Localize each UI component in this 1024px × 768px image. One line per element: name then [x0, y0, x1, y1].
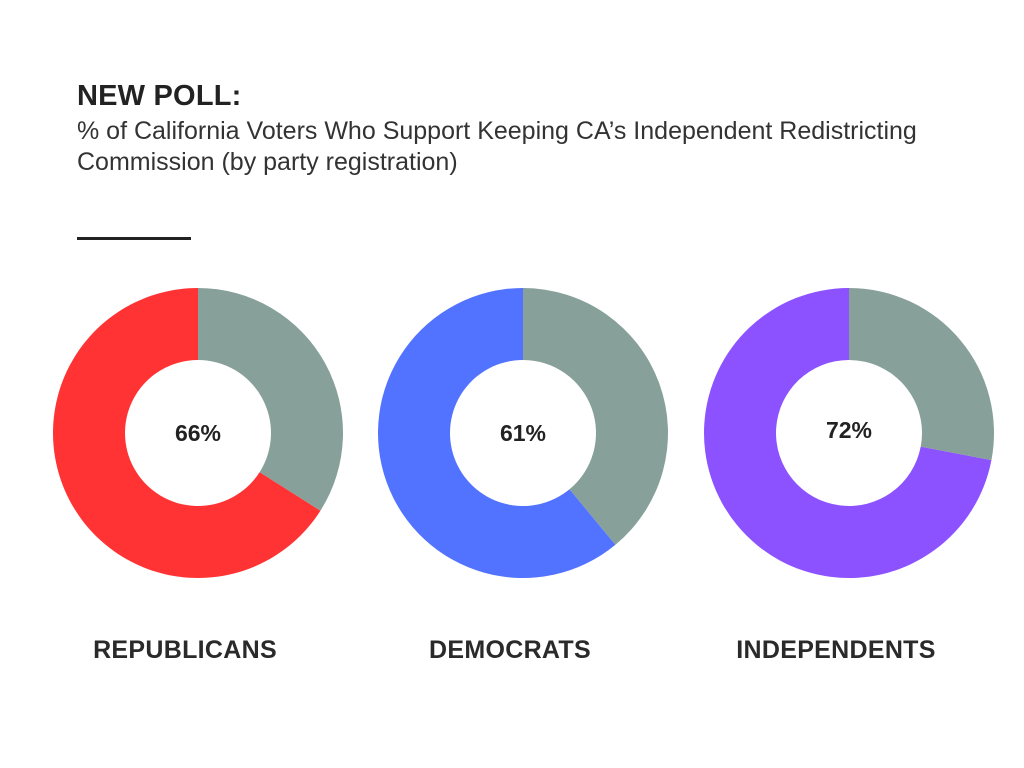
category-label-independents: INDEPENDENTS — [736, 636, 936, 664]
category-label-republicans: REPUBLICANS — [93, 636, 277, 664]
slice-republicans-support — [52, 288, 321, 578]
donut-republicans: 66% — [52, 288, 343, 578]
donut-democrats: 61% — [378, 288, 668, 578]
chart-title: NEW POLL: — [77, 80, 242, 112]
slice-independents-other — [849, 288, 995, 461]
slice-democrats-other — [523, 288, 668, 545]
value-label-democrats: 61% — [500, 420, 546, 446]
slice-republicans-other — [198, 288, 343, 511]
slice-democrats-support — [378, 288, 616, 578]
slice-independents-support — [703, 288, 992, 579]
chart-subtitle: % of California Voters Who Support Keepi… — [77, 117, 917, 176]
title-divider — [77, 237, 191, 240]
value-label-independents: 72% — [826, 417, 872, 443]
donut-independents: 72% — [703, 288, 995, 579]
category-label-democrats: DEMOCRATS — [429, 636, 591, 664]
value-label-republicans: 66% — [175, 420, 221, 446]
